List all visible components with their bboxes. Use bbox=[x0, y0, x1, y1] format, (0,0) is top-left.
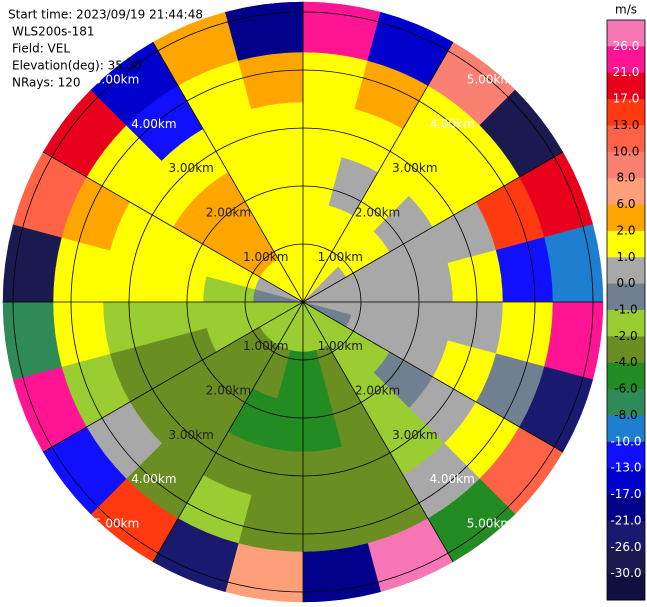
range-label: 4.00km bbox=[131, 117, 176, 131]
range-label: 2.00km bbox=[206, 383, 251, 397]
colorbar-tick-label: 2.0 bbox=[616, 223, 635, 237]
range-ring bbox=[186, 185, 420, 419]
colorbar-tick-label: -17.0 bbox=[610, 487, 641, 501]
velocity-cell bbox=[2, 224, 62, 303]
colorbar-cell bbox=[607, 336, 645, 364]
colorbar-tick-label: -4.0 bbox=[614, 355, 637, 369]
colorbar-tick-label: -2.0 bbox=[614, 329, 637, 343]
colorbar-tick-label: 10.0 bbox=[613, 144, 640, 158]
colorbar-cell bbox=[607, 204, 645, 232]
velocity-cell bbox=[225, 1, 304, 61]
colorbar-cell bbox=[607, 151, 645, 179]
range-label: 4.00km bbox=[429, 117, 474, 131]
colorbar-cell bbox=[607, 494, 645, 522]
colorbar-cell bbox=[607, 20, 645, 47]
range-label: 3.00km bbox=[168, 161, 213, 175]
range-label: 1.00km bbox=[243, 339, 288, 353]
colorbar-cell bbox=[607, 125, 645, 153]
colorbar-cell bbox=[607, 178, 645, 206]
velocity-cell bbox=[544, 224, 604, 303]
colorbar-cell bbox=[607, 283, 645, 311]
range-label: 3.00km bbox=[168, 428, 213, 442]
range-label: 4.00km bbox=[429, 472, 474, 486]
colorbar-tick-label: 0.0 bbox=[616, 276, 635, 290]
colorbar-cell bbox=[607, 72, 645, 100]
range-label: 1.00km bbox=[318, 250, 363, 264]
colorbar-tick-label: -8.0 bbox=[614, 408, 637, 422]
range-label: 2.00km bbox=[206, 206, 251, 220]
colorbar-cell bbox=[607, 441, 645, 469]
range-label: 3.00km bbox=[392, 161, 437, 175]
colorbar-tick-label: 21.0 bbox=[613, 65, 640, 79]
range-label: 1.00km bbox=[243, 250, 288, 264]
colorbar-label: m/s bbox=[615, 3, 637, 17]
colorbar-tick-label: -13.0 bbox=[610, 461, 641, 475]
range-ring bbox=[70, 69, 536, 535]
range-label: 5.00km bbox=[467, 517, 512, 531]
annotation: WLS200s-181 bbox=[12, 25, 95, 39]
colorbar-cell bbox=[607, 310, 645, 337]
annotation: Field: VEL bbox=[12, 42, 70, 56]
colorbar-cell bbox=[607, 46, 645, 74]
velocity-cell bbox=[544, 301, 604, 380]
range-label: 5.00km bbox=[94, 72, 139, 86]
annotation: Start time: 2023/09/19 21:44:48 bbox=[8, 8, 203, 22]
colorbar-tick-label: -30.0 bbox=[610, 566, 641, 580]
range-ring bbox=[128, 127, 478, 477]
colorbar-tick-label: 13.0 bbox=[613, 118, 640, 132]
range-label: 3.00km bbox=[392, 428, 437, 442]
colorbar-cell bbox=[607, 362, 645, 390]
colorbar-cell bbox=[607, 230, 645, 258]
colorbar-tick-label: -6.0 bbox=[614, 382, 637, 396]
range-label: 2.00km bbox=[355, 383, 400, 397]
range-label: 2.00km bbox=[355, 206, 400, 220]
colorbar-tick-label: -10.0 bbox=[610, 434, 641, 448]
colorbar-tick-label: 6.0 bbox=[616, 197, 635, 211]
colorbar-tick-label: 17.0 bbox=[613, 92, 640, 106]
annotation: Elevation(deg): 35.30 bbox=[12, 59, 142, 73]
range-label: 5.00km bbox=[467, 72, 512, 86]
range-label: 1.00km bbox=[318, 339, 363, 353]
colorbar-frame bbox=[606, 19, 646, 601]
velocity-cell bbox=[302, 1, 381, 61]
colorbar-cell bbox=[607, 468, 645, 496]
azimuth-line bbox=[152, 41, 454, 563]
colorbar-tick-label: 8.0 bbox=[616, 171, 635, 185]
range-ring bbox=[12, 11, 594, 593]
annotation: NRays: 120 bbox=[12, 76, 81, 90]
colorbar-cell bbox=[607, 520, 645, 548]
velocity-cell bbox=[302, 543, 381, 603]
range-label: 5.00km bbox=[94, 517, 139, 531]
velocity-cell bbox=[225, 543, 304, 603]
colorbar-cell bbox=[607, 99, 645, 126]
colorbar-cell bbox=[607, 389, 645, 416]
colorbar-tick-label: 26.0 bbox=[613, 39, 640, 53]
colorbar-cell bbox=[607, 415, 645, 443]
range-ring bbox=[244, 243, 362, 361]
colorbar-tick-label: 1.0 bbox=[616, 250, 635, 264]
colorbar-tick-label: -26.0 bbox=[610, 540, 641, 554]
velocity-cell bbox=[2, 301, 62, 380]
colorbar-cell bbox=[607, 547, 645, 575]
colorbar-cell bbox=[607, 573, 645, 601]
colorbar-tick-label: -1.0 bbox=[614, 303, 637, 317]
colorbar-cell bbox=[607, 257, 645, 285]
range-label: 4.00km bbox=[131, 472, 176, 486]
colorbar-tick-label: -21.0 bbox=[610, 513, 641, 527]
